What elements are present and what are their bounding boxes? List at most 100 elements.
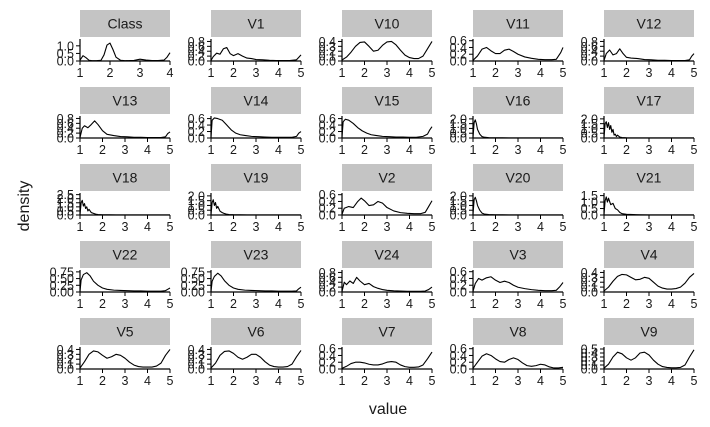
y-tick-label: 1.5 [450, 194, 467, 208]
y-tick-label: 0.5 [188, 204, 205, 218]
facet-panel: V14 0.00.20.40.6 1 2 3 4 5 [188, 87, 305, 157]
x-tick-label: 1 [339, 66, 346, 80]
x-tick-label: 2 [230, 220, 237, 234]
density-line [472, 119, 563, 139]
y-tick-label: 0.6 [450, 34, 467, 48]
x-tick-label: 2 [361, 66, 368, 80]
x-tick-label: 2 [623, 220, 630, 234]
density-line [210, 47, 302, 62]
facet-strip-label: V20 [506, 170, 531, 186]
facet-panel: V8 0.00.20.40.6 1 2 3 4 5 [450, 318, 567, 388]
x-tick-label: 3 [122, 143, 129, 157]
facet-strip-label: V17 [637, 93, 662, 109]
y-tick-label: 2.5 [57, 188, 74, 202]
x-tick-label: 1 [470, 374, 477, 388]
facet-strip-label: V8 [509, 324, 526, 340]
y-tick-label: 0.0 [581, 363, 598, 377]
density-line [341, 276, 433, 292]
density-line [210, 272, 302, 292]
x-tick-label: 4 [668, 66, 675, 80]
y-tick-label: 0.0 [450, 55, 467, 69]
x-tick-label: 4 [406, 66, 413, 80]
y-tick-label: 0.8 [188, 35, 205, 49]
facet-strip [473, 164, 563, 191]
x-tick-label: 5 [691, 143, 698, 157]
x-tick-label: 4 [144, 220, 151, 234]
x-tick-label: 3 [384, 143, 391, 157]
density-line [210, 199, 301, 216]
x-tick-label: 5 [429, 66, 436, 80]
x-tick-label: 4 [144, 143, 151, 157]
x-tick-label: 1 [77, 374, 84, 388]
y-tick-label: 0.5 [57, 204, 74, 218]
x-tick-label: 2 [361, 143, 368, 157]
y-tick-label: 0.5 [57, 47, 74, 61]
y-tick-label: 0.2 [188, 353, 205, 367]
y-tick-label: 0.6 [188, 40, 205, 54]
facet-strip-label: V11 [506, 16, 530, 32]
facet-strip [80, 318, 170, 345]
y-tick-label: 1.5 [57, 196, 74, 210]
y-tick-label: 0.2 [319, 281, 336, 295]
facet-strip [211, 241, 301, 268]
x-tick-label: 2 [623, 297, 630, 311]
y-tick-label: 0.0 [319, 55, 336, 69]
facet-panel: V12 0.00.20.40.60.8 1 2 3 4 5 [581, 10, 698, 80]
x-tick-label: 4 [275, 66, 282, 80]
facet-strip-label: V6 [247, 324, 264, 340]
y-tick-label: 0.0 [450, 286, 467, 300]
density-line [472, 276, 564, 292]
x-tick-label: 3 [253, 374, 260, 388]
x-tick-label: 3 [384, 297, 391, 311]
density-line [341, 197, 433, 215]
facet-strip-label: V13 [113, 93, 138, 109]
x-tick-label: 5 [298, 143, 305, 157]
density-line [472, 196, 563, 216]
y-tick-label: 2.0 [188, 189, 205, 203]
y-tick-label: 0.2 [57, 127, 74, 141]
y-tick-label: 0.25 [50, 279, 74, 293]
x-tick-label: 1 [601, 143, 608, 157]
x-tick-label: 3 [384, 374, 391, 388]
x-tick-label: 4 [668, 374, 675, 388]
y-tick-label: 0.6 [188, 112, 205, 126]
x-tick-label: 5 [167, 143, 174, 157]
y-tick-label: 0.0 [57, 209, 74, 223]
y-tick-label: 0.6 [319, 112, 336, 126]
x-tick-label: 3 [646, 374, 653, 388]
x-tick-label: 5 [560, 374, 567, 388]
y-tick-label: 0.4 [188, 45, 205, 59]
x-tick-label: 3 [122, 374, 129, 388]
facet-strip [80, 241, 170, 268]
x-tick-label: 4 [406, 220, 413, 234]
x-tick-label: 3 [515, 374, 522, 388]
facet-strip-label: V7 [378, 324, 395, 340]
x-tick-label: 1 [339, 374, 346, 388]
y-tick-label: 0.8 [581, 35, 598, 49]
x-tick-label: 5 [167, 297, 174, 311]
y-tick-label: 1.0 [450, 122, 467, 136]
x-tick-label: 1 [77, 143, 84, 157]
density-line [341, 118, 433, 138]
y-tick-label: 0.4 [319, 349, 336, 363]
x-tick-label: 3 [384, 66, 391, 80]
y-tick-label: 0.2 [450, 48, 467, 62]
x-tick-label: 4 [406, 143, 413, 157]
y-tick-label: 0.75 [50, 265, 74, 279]
y-tick-label: 0.75 [181, 265, 205, 279]
x-tick-label: 2 [492, 374, 499, 388]
x-tick-label: 1 [470, 66, 477, 80]
x-tick-label: 3 [646, 220, 653, 234]
facet-panel: Class 0.00.51.01 2 3 4 [57, 10, 174, 80]
y-tick-label: 0.1 [581, 359, 598, 373]
x-tick-label: 5 [429, 143, 436, 157]
y-tick-label: 0.2 [188, 50, 205, 64]
facet-strip [211, 318, 301, 345]
facet-panel: V5 0.00.10.20.30.4 1 2 3 4 5 [57, 318, 174, 388]
x-tick-label: 2 [230, 66, 237, 80]
x-tick-label: 5 [429, 220, 436, 234]
y-tick-label: 0.3 [188, 348, 205, 362]
y-tick-label: 0.6 [319, 342, 336, 356]
